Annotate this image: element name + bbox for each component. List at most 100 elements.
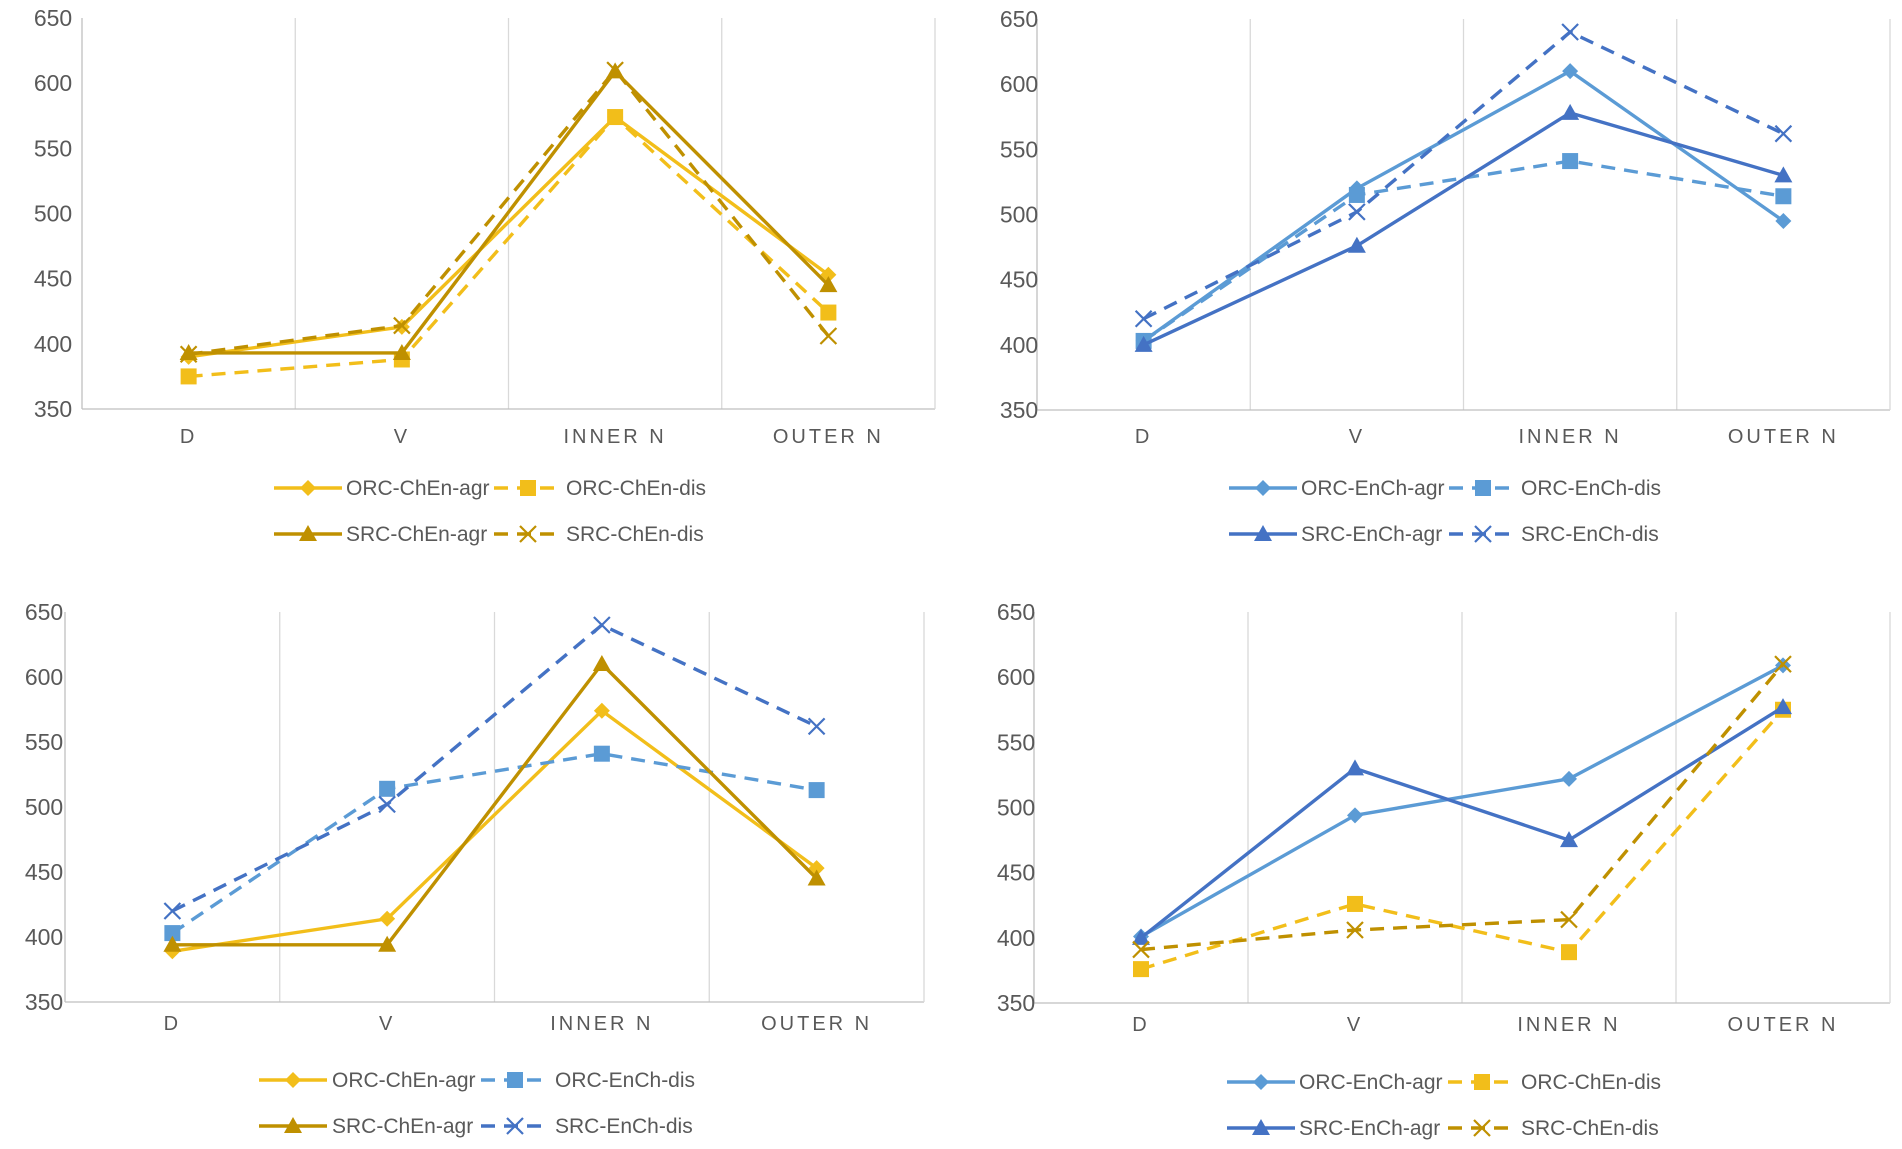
x-category-label: INNER N [1517, 1014, 1620, 1036]
data-point-orc-ench-agr [1561, 770, 1577, 787]
data-point-src-ench-dis [593, 616, 611, 634]
y-tick-label: 500 [997, 795, 1035, 821]
data-point-orc-chen-dis [180, 368, 197, 385]
y-tick-label: 350 [997, 990, 1035, 1016]
legend-label: ORC-EnCh-agr [1299, 1071, 1443, 1094]
legend-label: SRC-EnCh-agr [1299, 1117, 1440, 1140]
y-tick-label: 550 [1000, 136, 1038, 162]
data-point-src-ench-dis [1134, 309, 1153, 328]
x-category-label: INNER N [564, 426, 667, 448]
data-point-src-chen-dis [393, 316, 411, 335]
data-point-src-ench-agr [1134, 335, 1153, 352]
data-point-src-ench-agr [1560, 831, 1578, 848]
legend-marker-icon [1474, 525, 1492, 543]
legend-marker-icon [507, 1072, 523, 1088]
data-point-src-chen-dis [1774, 655, 1792, 673]
data-point-src-chen-agr [592, 655, 611, 671]
legend-marker-icon [1254, 525, 1272, 541]
legend-label: SRC-ChEn-agr [346, 523, 487, 546]
data-point-src-ench-agr [1561, 103, 1580, 120]
data-point-orc-chen-dis [1347, 895, 1363, 912]
data-point-src-ench-agr [1346, 759, 1364, 776]
legend-marker-icon [300, 480, 316, 496]
data-point-orc-chen-agr [379, 910, 396, 927]
y-tick-label: 500 [1000, 202, 1038, 228]
data-point-src-chen-dis [1346, 921, 1364, 939]
data-point-orc-chen-dis [607, 109, 624, 126]
series-line-src-chen-dis [188, 68, 830, 356]
data-point-src-ench-dis [378, 795, 396, 814]
legend-label: ORC-EnCh-dis [555, 1069, 695, 1092]
y-tick-label: 650 [34, 5, 72, 31]
data-point-src-chen-dis [179, 345, 198, 364]
chart-panel-4: 350 400 450 500 550 600 650 D V INNER N OUTER N ORC… [997, 599, 1891, 1140]
data-point-orc-ench-dis [164, 925, 181, 942]
y-tick-label: 500 [34, 201, 72, 227]
series-line-src-ench-dis [1142, 30, 1785, 321]
data-point-src-chen-dis [1132, 940, 1150, 959]
x-category-label: OUTER N [1728, 426, 1839, 448]
series-line-src-chen-dis [1140, 663, 1785, 952]
legend-label: SRC-ChEn-agr [332, 1115, 473, 1138]
series-line-src-ench-agr [1142, 111, 1784, 347]
chart-panel-1: 350 400 450 500 550 600 650 D V INNER N OUTER N ORC… [34, 5, 936, 546]
data-point-src-chen-agr [392, 343, 411, 360]
x-category-label: V [1349, 426, 1365, 448]
data-point-src-ench-agr [1774, 698, 1792, 715]
data-point-src-ench-dis [1561, 23, 1579, 41]
x-category-label: OUTER N [761, 1013, 872, 1035]
legend-label: ORC-ChEn-dis [566, 477, 706, 500]
series-line-orc-chen-dis [188, 115, 830, 379]
data-point-src-chen-agr [163, 935, 182, 952]
data-point-src-ench-agr [1774, 166, 1793, 183]
data-point-orc-ench-agr [1347, 807, 1363, 824]
data-point-orc-chen-agr [820, 266, 837, 283]
legend-label: ORC-EnCh-dis [1521, 477, 1661, 500]
data-point-src-ench-dis [163, 902, 182, 920]
y-tick-label: 350 [1000, 397, 1038, 423]
x-category-label: INNER N [550, 1013, 653, 1035]
data-point-src-chen-agr [819, 276, 838, 293]
legend-marker-icon [285, 1072, 301, 1088]
x-category-label: D [164, 1013, 181, 1035]
data-point-src-chen-dis [1560, 910, 1578, 929]
legend-marker-icon [1255, 480, 1271, 496]
series-line-src-chen-agr [172, 662, 818, 947]
y-tick-label: 650 [1000, 6, 1038, 32]
data-point-orc-ench-dis [593, 745, 610, 762]
legend-label: ORC-ChEn-agr [332, 1069, 476, 1092]
legend-marker-icon [1253, 1074, 1269, 1090]
data-point-orc-chen-agr [808, 860, 825, 877]
y-tick-label: 600 [1000, 71, 1038, 97]
legend-label: ORC-ChEn-dis [1521, 1071, 1661, 1094]
series-line-src-ench-agr [1139, 705, 1784, 940]
x-category-label: D [1132, 1014, 1149, 1036]
series-line-orc-chen-agr [188, 115, 830, 359]
y-tick-label: 650 [25, 599, 63, 625]
legend-label: ORC-ChEn-agr [346, 477, 490, 500]
data-point-orc-chen-agr [593, 702, 610, 719]
data-point-src-chen-agr [179, 343, 198, 360]
data-point-orc-ench-dis [808, 782, 825, 799]
data-point-src-chen-dis [606, 61, 624, 79]
x-category-label: INNER N [1519, 426, 1622, 448]
y-tick-label: 400 [34, 331, 72, 357]
x-category-label: D [180, 426, 197, 448]
legend-label: SRC-EnCh-agr [1301, 523, 1442, 546]
data-point-orc-chen-dis [1561, 944, 1577, 961]
data-point-src-ench-dis [1348, 203, 1366, 221]
data-point-src-ench-dis [1774, 124, 1793, 143]
series-line-orc-chen-dis [1140, 708, 1785, 971]
chart-panel-3: 350 400 450 500 550 600 650 D V INNER N OUTER N ORC… [25, 599, 925, 1138]
x-category-label: V [1347, 1014, 1363, 1036]
legend-label: SRC-EnCh-dis [555, 1115, 693, 1138]
y-tick-label: 550 [34, 135, 72, 161]
y-tick-label: 600 [997, 664, 1035, 690]
y-tick-label: 600 [34, 70, 72, 96]
y-tick-label: 450 [25, 859, 63, 885]
legend-label: ORC-EnCh-agr [1301, 477, 1445, 500]
legend-label: SRC-EnCh-dis [1521, 523, 1659, 546]
series-line-src-chen-agr [188, 69, 830, 355]
y-tick-label: 600 [25, 664, 63, 690]
